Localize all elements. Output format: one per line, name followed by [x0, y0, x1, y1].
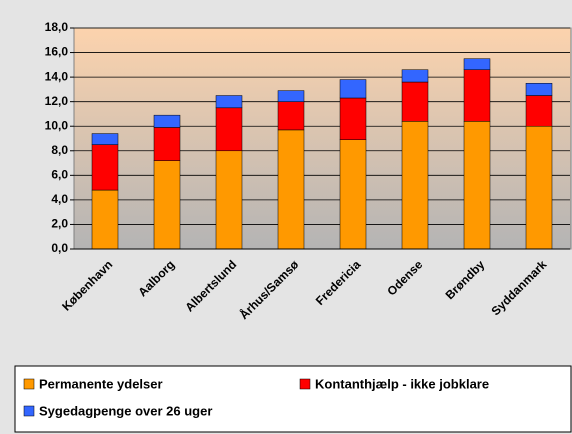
- bar-segment: [153, 127, 181, 161]
- bar-segment: [401, 69, 429, 83]
- legend-swatch: [23, 378, 35, 390]
- y-tick-label: 12,0: [45, 94, 69, 108]
- bar-segment: [463, 58, 491, 70]
- legend-label: Sygedagpenge over 26 uger: [39, 403, 212, 418]
- legend-swatch: [23, 405, 35, 417]
- bar-segment: [339, 139, 367, 250]
- bar-segment: [277, 129, 305, 250]
- bar-segment: [153, 160, 181, 250]
- legend-label: Permanente ydelser: [39, 376, 163, 391]
- legend-label: Kontanthjælp - ikke jobklare: [315, 376, 489, 391]
- bar-segment: [339, 97, 367, 140]
- bar-segment: [339, 79, 367, 99]
- y-tick-label: 4,0: [51, 192, 68, 206]
- plot-area: [73, 27, 572, 250]
- y-tick-label: 14,0: [45, 69, 69, 83]
- bar-segment: [401, 121, 429, 250]
- bar-segment: [463, 121, 491, 250]
- legend-swatch: [299, 378, 311, 390]
- bar-segment: [401, 81, 429, 122]
- bar-segment: [215, 150, 243, 250]
- bar-segment: [91, 189, 119, 250]
- y-tick-label: 8,0: [51, 143, 68, 157]
- y-tick-label: 16,0: [45, 45, 69, 59]
- bar-segment: [525, 83, 553, 96]
- bar-segment: [525, 95, 553, 127]
- bar-segment: [277, 90, 305, 102]
- bar-segment: [215, 95, 243, 109]
- bar-segment: [277, 101, 305, 131]
- y-tick-label: 18,0: [45, 20, 69, 34]
- y-tick-label: 2,0: [51, 217, 68, 231]
- bar-segment: [215, 107, 243, 152]
- bar-segment: [91, 133, 119, 145]
- bar-segment: [463, 69, 491, 122]
- bar-segment: [153, 114, 181, 128]
- y-tick-label: 6,0: [51, 168, 68, 182]
- y-tick-label: 0,0: [51, 241, 68, 255]
- y-tick-label: 10,0: [45, 118, 69, 132]
- legend-box: [14, 365, 572, 433]
- bar-segment: [525, 125, 553, 250]
- bar-segment: [91, 144, 119, 191]
